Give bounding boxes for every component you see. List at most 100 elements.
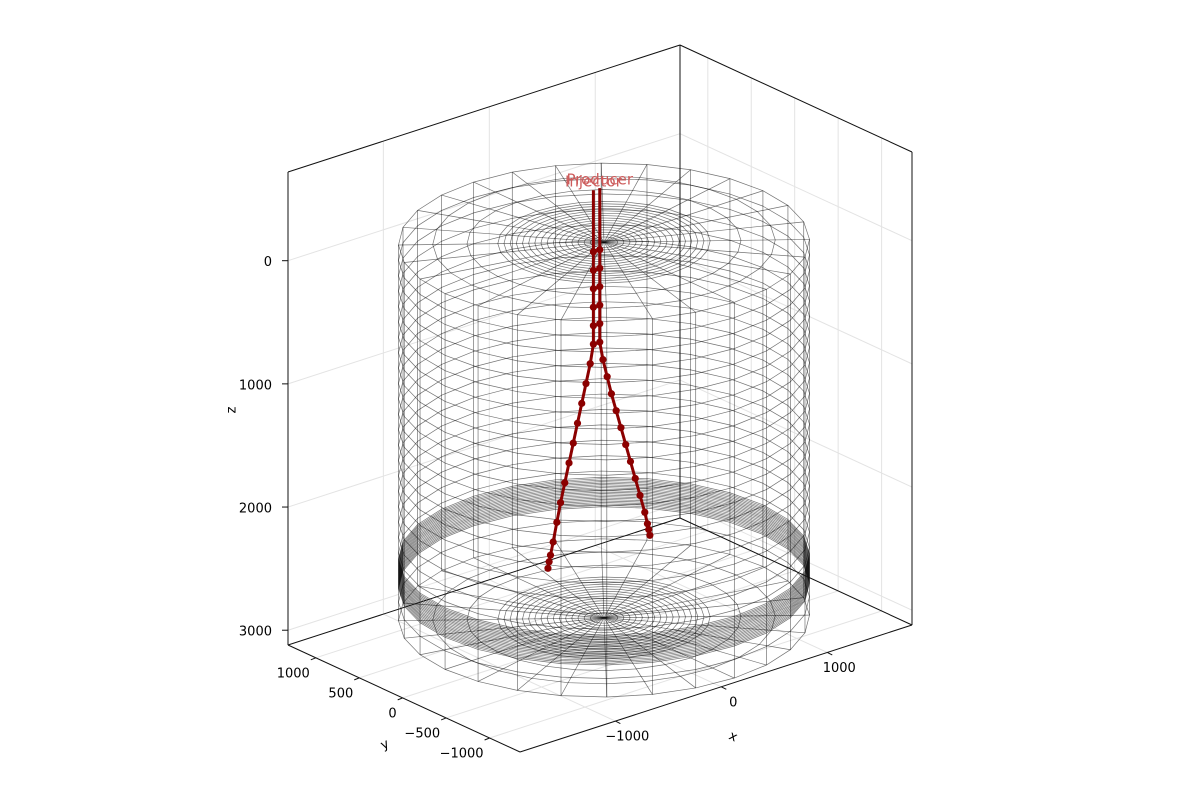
mesh: [398, 162, 810, 698]
z-tick-label: 1000: [239, 378, 272, 393]
well-point: [561, 479, 569, 487]
mesh-ring: [534, 590, 674, 645]
mesh-ring: [503, 203, 705, 282]
well-point: [582, 379, 590, 388]
well-point: [646, 531, 654, 539]
y-tick-label: −1000: [440, 746, 484, 761]
tick-mark: [615, 720, 621, 725]
well-point: [556, 499, 565, 507]
mesh-ring: [398, 393, 810, 553]
well-point: [626, 457, 635, 466]
z-axis-label: z: [225, 406, 240, 413]
well-point: [596, 320, 604, 328]
well-point: [549, 538, 557, 546]
mesh-ring: [398, 484, 810, 644]
mesh-ring: [559, 224, 649, 260]
well-point: [589, 248, 597, 256]
well-point: [631, 474, 639, 483]
grid-line: [489, 610, 882, 739]
mesh-ring: [398, 208, 810, 368]
well-point: [589, 266, 597, 274]
well-point: [643, 520, 652, 528]
mesh-ring: [509, 205, 699, 279]
y-axis-label: y: [378, 736, 392, 753]
well-point: [596, 301, 604, 309]
mesh-ring: [432, 175, 776, 309]
tick-mark: [721, 686, 727, 690]
mesh-ring: [398, 503, 810, 663]
mesh-ring: [398, 224, 810, 384]
y-tick-label: −500: [404, 726, 440, 741]
z-tick-label: 3000: [239, 625, 272, 640]
mesh-ring: [398, 362, 810, 522]
mesh-ring: [398, 494, 810, 654]
grid-line: [679, 379, 913, 488]
mesh-ring: [398, 301, 810, 461]
well-point: [589, 285, 597, 293]
mesh-ring: [398, 481, 810, 641]
well-point: [569, 439, 577, 447]
axis-box: [282, 44, 913, 753]
mesh-edge: [600, 538, 605, 618]
well-point: [645, 525, 653, 534]
mesh-ring: [398, 493, 810, 653]
mesh-ring: [398, 479, 810, 639]
tick-mark: [484, 737, 490, 741]
mesh-ring: [565, 227, 643, 258]
mesh-ring: [540, 593, 668, 643]
axis-edge: [679, 517, 913, 626]
mesh-ring: [571, 605, 637, 631]
well-point: [586, 360, 594, 368]
axis-edge: [287, 644, 521, 753]
well-point: [578, 399, 586, 407]
well-point: [565, 459, 573, 467]
well-point: [545, 558, 553, 566]
mesh-ring: [577, 607, 631, 629]
mesh-ring: [398, 470, 810, 630]
mesh-ring: [583, 609, 625, 626]
mesh-ring: [503, 579, 705, 657]
tick-mark: [440, 717, 447, 721]
mesh-ring: [398, 478, 810, 638]
mesh-edge: [404, 241, 605, 263]
well-point: [589, 322, 597, 330]
mesh-ring: [515, 583, 693, 653]
mesh-edge: [603, 221, 804, 243]
well-point: [612, 407, 620, 415]
grid-line: [287, 502, 681, 631]
mesh-ring: [466, 564, 742, 671]
well-point: [589, 340, 597, 348]
mesh-ring: [522, 586, 686, 650]
mesh-ring: [497, 200, 711, 284]
axis-edge: [679, 44, 913, 153]
mesh-ring: [398, 504, 810, 664]
mesh-ring: [398, 497, 810, 657]
mesh-ring: [398, 285, 810, 445]
mesh-ring: [398, 487, 810, 647]
tick-mark: [397, 697, 403, 701]
mesh-edge: [603, 545, 691, 619]
y-tick-label: 500: [328, 686, 353, 701]
mesh-ring: [398, 506, 810, 666]
z-tick-label: 0: [264, 255, 272, 270]
mesh-ring: [398, 485, 810, 645]
mesh-ring: [466, 189, 742, 296]
well-point: [641, 508, 649, 516]
axis-edge: [519, 624, 913, 753]
mesh-ring: [509, 581, 699, 655]
mesh-ring: [497, 576, 711, 660]
tick-mark: [827, 652, 833, 656]
mesh-ring: [398, 500, 810, 660]
mesh-ring: [528, 212, 680, 272]
mesh-ring: [398, 538, 810, 698]
mesh-ring: [398, 519, 810, 679]
well-point: [544, 564, 552, 572]
grid-line: [287, 133, 681, 262]
mesh-ring: [398, 488, 810, 648]
mesh-ring: [398, 193, 810, 353]
well-point: [607, 390, 616, 398]
mesh-edge: [402, 226, 605, 243]
grid-line: [402, 570, 795, 699]
mesh-ring: [565, 602, 643, 634]
